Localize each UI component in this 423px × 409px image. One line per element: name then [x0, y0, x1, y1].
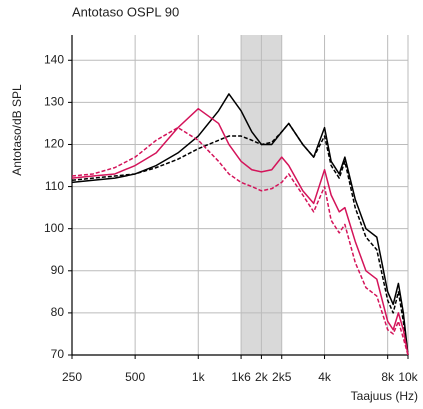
y-tick-label: 70 — [51, 347, 65, 361]
y-tick-label: 120 — [44, 137, 64, 151]
y-tick-label: 100 — [44, 221, 64, 235]
x-tick-label: 500 — [125, 370, 145, 384]
y-tick-label: 140 — [44, 52, 64, 66]
x-tick-label: 8k — [381, 370, 395, 384]
y-tick-label: 130 — [44, 95, 64, 109]
x-tick-label: 2k5 — [272, 370, 292, 384]
series-line — [71, 122, 409, 356]
y-tick-label: 90 — [51, 263, 65, 277]
x-tick-label: 10k — [398, 370, 418, 384]
x-tick-label: 250 — [62, 370, 82, 384]
y-tick-label: 80 — [51, 305, 65, 319]
x-tick-label: 2k — [255, 370, 269, 384]
x-tick-label: 1k6 — [231, 370, 251, 384]
x-tick-label: 1k — [192, 370, 206, 384]
chart-title: Antotaso OSPL 90 — [72, 4, 179, 19]
series-line — [71, 107, 409, 356]
series-line — [71, 93, 409, 356]
y-axis-label: Antotaso/dB SPL — [10, 84, 24, 176]
x-axis-label: Taajuus (Hz) — [351, 389, 418, 403]
x-tick-label: 4k — [318, 370, 332, 384]
y-tick-label: 110 — [45, 179, 64, 193]
series-line — [71, 126, 409, 356]
